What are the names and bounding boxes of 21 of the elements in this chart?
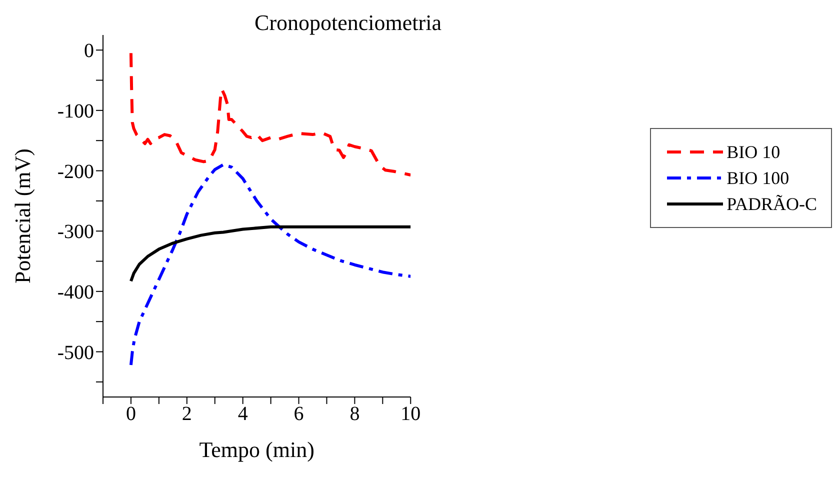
legend-label: BIO 100 (726, 168, 790, 188)
line-series (129, 163, 411, 367)
x-axis-title: Tempo (min) (199, 437, 314, 462)
chart-title: Cronopotenciometria (254, 10, 442, 36)
line-series (129, 225, 411, 283)
legend-label: PADRÃO-C (726, 194, 817, 214)
y-tick-label: -300 (57, 221, 94, 244)
line-series (129, 52, 411, 176)
x-tick-label: 6 (294, 403, 304, 426)
legend-label: BIO 10 (726, 142, 780, 162)
y-tick-label: -400 (57, 282, 94, 304)
y-tick-label: -500 (57, 342, 94, 364)
x-tick-label: 10 (400, 403, 421, 426)
y-tick-label: -200 (57, 160, 94, 183)
x-tick-label: 8 (350, 403, 360, 426)
y-tick-label: -100 (57, 100, 94, 123)
x-tick-label: 4 (238, 403, 248, 426)
y-tick-label: 0 (84, 40, 94, 62)
x-tick-label: 2 (182, 403, 192, 426)
y-axis-title: Potencial (mV) (10, 148, 35, 284)
x-tick-label: 0 (126, 403, 136, 426)
